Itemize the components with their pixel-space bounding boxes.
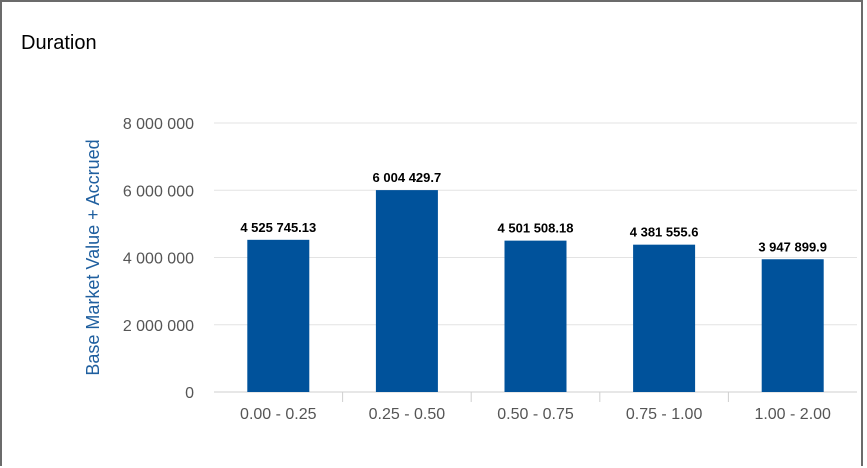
bar[interactable]: [504, 240, 567, 392]
x-tick-label: 0.00 - 0.25: [240, 406, 317, 423]
data-labels: 4 525 745.13 6 004 429.7 4 501 508.18 4 381…: [240, 170, 827, 254]
data-label: 4 381 555.6: [630, 225, 699, 240]
x-axis-ticks: 0.00 - 0.25 0.25 - 0.50 0.50 - 0.75 0.75 - …: [240, 392, 831, 423]
x-tick-label: 0.75 - 1.00: [626, 406, 703, 423]
bar[interactable]: [247, 239, 310, 392]
y-tick-label: 2 000 000: [123, 318, 194, 335]
x-tick-label: 0.50 - 0.75: [497, 406, 574, 423]
y-tick-label: 0: [185, 385, 194, 402]
panel-title: Duration: [21, 32, 97, 54]
y-tick-label: 4 000 000: [123, 251, 194, 268]
y-axis-title: Base Market Value + Accrued: [83, 139, 103, 375]
x-tick-label: 0.25 - 0.50: [369, 406, 446, 423]
bar[interactable]: [375, 190, 438, 392]
x-tick-label: 1.00 - 2.00: [754, 406, 831, 423]
bar[interactable]: [761, 259, 824, 392]
bars: [247, 190, 824, 392]
y-tick-label: 6 000 000: [123, 183, 194, 200]
data-label: 6 004 429.7: [373, 170, 442, 185]
y-tick-label: 8 000 000: [123, 116, 194, 133]
data-label: 4 501 508.18: [498, 221, 574, 236]
bar[interactable]: [633, 244, 696, 392]
data-label: 3 947 899.9: [758, 239, 827, 254]
y-axis-ticks: 0 2 000 000 4 000 000 6 000 000 8 000 000: [123, 116, 194, 402]
data-label: 4 525 745.13: [240, 220, 316, 235]
